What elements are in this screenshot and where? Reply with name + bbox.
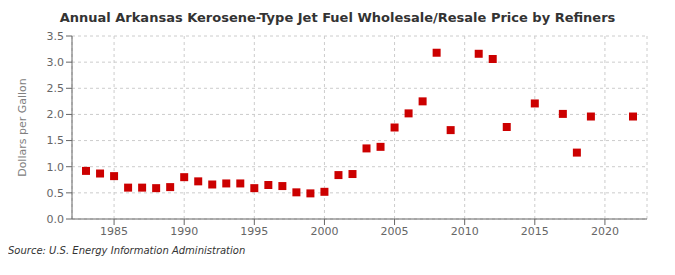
svg-text:3.5: 3.5: [47, 30, 65, 43]
svg-text:1.0: 1.0: [47, 161, 65, 174]
svg-text:0.0: 0.0: [47, 213, 65, 226]
svg-text:Dollars per Gallon: Dollars per Gallon: [16, 78, 29, 177]
svg-text:2010: 2010: [451, 225, 479, 238]
svg-text:1985: 1985: [100, 225, 128, 238]
svg-text:2000: 2000: [310, 225, 338, 238]
svg-text:2005: 2005: [381, 225, 409, 238]
svg-text:2015: 2015: [521, 225, 549, 238]
svg-text:1995: 1995: [240, 225, 268, 238]
svg-text:1.5: 1.5: [47, 134, 65, 147]
svg-text:3.0: 3.0: [47, 56, 65, 69]
svg-text:2020: 2020: [591, 225, 619, 238]
html-text:Annual Arkansas Kerosene-Type: Annual Arkansas Kerosene-Type Jet Fuel W…: [59, 10, 616, 25]
svg-text:2.0: 2.0: [47, 108, 65, 121]
svg-text:1990: 1990: [170, 225, 198, 238]
svg-text:2.5: 2.5: [47, 82, 65, 95]
svg-text:0.5: 0.5: [47, 187, 65, 200]
html-text:Source: U.S. Energy Informatio: Source: U.S. Energy Information Administ…: [8, 245, 246, 256]
